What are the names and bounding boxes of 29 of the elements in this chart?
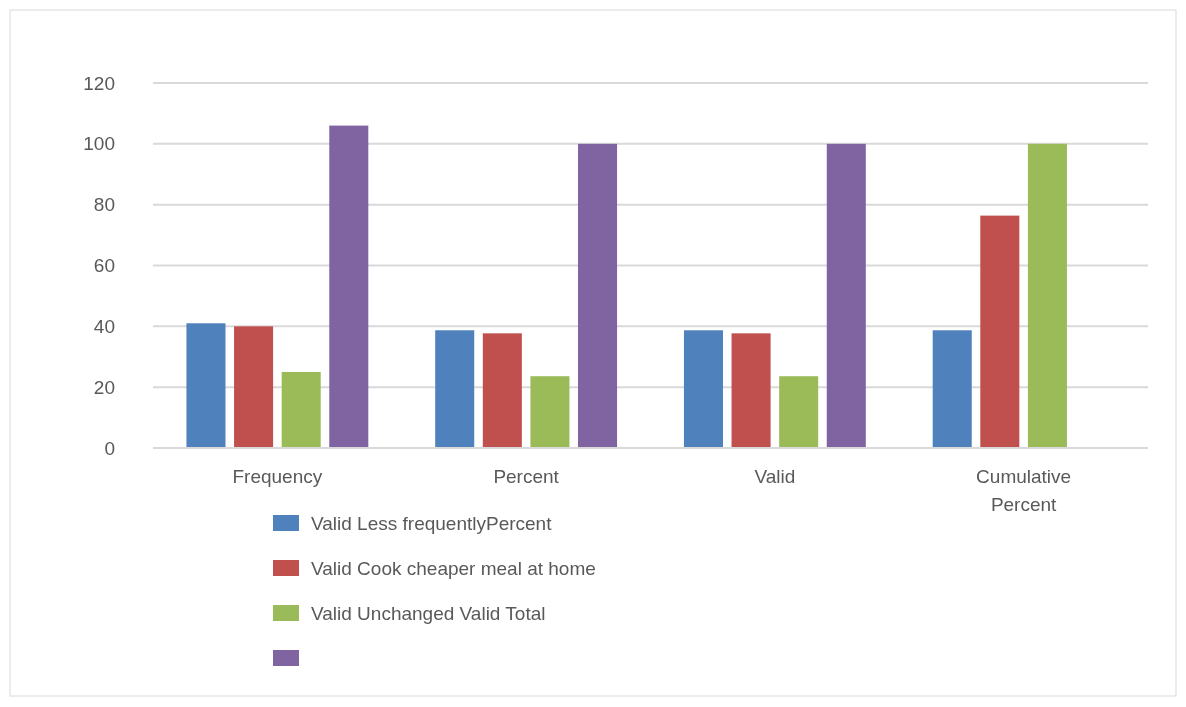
bar bbox=[186, 323, 226, 448]
x-tick-label: Cumulative Percent bbox=[976, 466, 1072, 515]
x-tick-label: Valid bbox=[754, 466, 796, 487]
bar bbox=[435, 330, 475, 448]
y-tick-label: 80 bbox=[93, 194, 115, 216]
bar bbox=[482, 333, 522, 448]
y-tick-label: 0 bbox=[104, 437, 115, 459]
bar bbox=[779, 376, 819, 448]
y-tick-label: 100 bbox=[83, 133, 115, 155]
bar bbox=[731, 333, 771, 448]
bar bbox=[1027, 143, 1067, 448]
bar bbox=[980, 215, 1020, 448]
x-tick-label: Frequency bbox=[232, 466, 323, 487]
x-tick-label: Percent bbox=[493, 466, 560, 487]
legend-label: Valid Less frequentlyPercent bbox=[311, 512, 553, 534]
y-tick-label: 120 bbox=[83, 72, 115, 94]
bar bbox=[578, 143, 618, 448]
bar bbox=[329, 125, 369, 448]
bar bbox=[932, 330, 972, 448]
bar bbox=[234, 326, 274, 448]
bar bbox=[530, 376, 570, 448]
legend-label: Valid Cook cheaper meal at home bbox=[311, 557, 596, 579]
y-tick-label: 20 bbox=[93, 376, 115, 398]
bar bbox=[281, 371, 321, 448]
y-tick-label: 60 bbox=[93, 255, 115, 277]
legend-label: Valid Unchanged Valid Total bbox=[311, 602, 546, 624]
y-tick-label: 40 bbox=[93, 315, 115, 337]
bar bbox=[683, 330, 723, 448]
bar bbox=[826, 143, 866, 448]
